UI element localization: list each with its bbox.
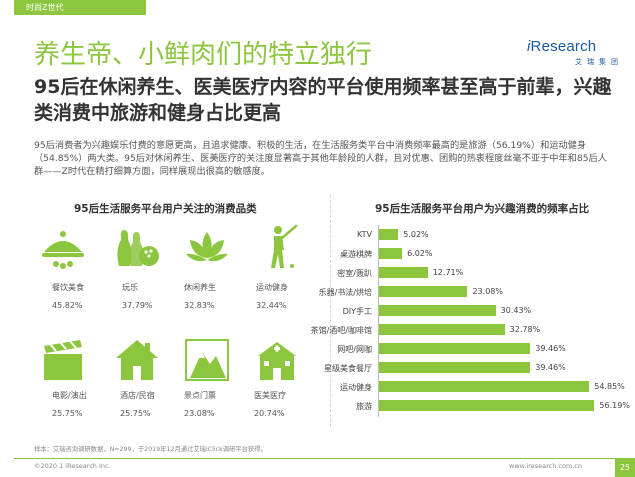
bar-value-label: 12.71% <box>432 268 464 277</box>
page-number: 25 <box>615 458 635 477</box>
category-label: 运动健身 <box>256 283 288 292</box>
category-label: 医美医疗 <box>254 391 286 400</box>
lotus-icon <box>182 222 252 282</box>
bar-category-label: 运动健身 <box>340 383 372 392</box>
description-paragraph: 95后消费者为兴趣娱乐付费的意愿更高，且追求健康、积极的生活，在生活服务类平台中… <box>34 140 607 177</box>
bar-category-label: DIY手工 <box>342 307 372 316</box>
bar-category-label: 乐器/书法/烘培 <box>318 288 372 297</box>
bar-value-label: 6.02% <box>407 249 433 258</box>
bar <box>379 229 399 240</box>
category-label: 玩乐 <box>122 283 138 292</box>
section-tag: 时尚Z世代 <box>14 0 146 15</box>
category-value: 23.08% <box>184 409 215 418</box>
bar-category-label: 星级美食餐厅 <box>324 364 372 373</box>
category-value: 25.75% <box>52 409 83 418</box>
bar-category-label: 密室/轰趴 <box>337 269 372 278</box>
bar <box>379 305 496 316</box>
category-value: 45.82% <box>52 301 83 310</box>
footer-divider <box>14 458 621 459</box>
hospital-icon <box>252 334 322 394</box>
bar <box>379 400 595 411</box>
chart-title: 95后生活服务平台用户为兴趣消费的频率占比 <box>375 203 590 215</box>
page-subtitle: 95后在休闲养生、医美医疗内容的平台使用频率甚至高于前辈，兴趣类消费中旅游和健身… <box>34 76 612 124</box>
bar-value-label: 54.85% <box>594 382 625 391</box>
bar <box>379 362 531 373</box>
bar-category-label: 茶馆/酒吧/咖啡馆 <box>310 326 372 335</box>
category-label: 休闲养生 <box>184 283 216 292</box>
copyright: ©2020.1 iResearch Inc. <box>34 462 111 470</box>
clapperboard-icon <box>38 334 108 394</box>
iresearch-logo: iResearch 艾瑞集团 <box>527 38 623 66</box>
bar-value-label: 30.43% <box>500 306 532 315</box>
bar <box>379 343 531 354</box>
bar-value-label: 5.02% <box>403 230 429 239</box>
bar-category-label: 网吧/网咖 <box>337 345 372 354</box>
bar-value-label: 39.46% <box>535 344 566 353</box>
bar-category-label: 桌游棋牌 <box>340 250 372 259</box>
panel-divider <box>330 195 331 427</box>
bar <box>379 324 505 335</box>
bar <box>379 381 590 392</box>
category-value: 20.74% <box>254 409 285 418</box>
bar <box>379 286 468 297</box>
category-label: 电影/演出 <box>52 391 87 400</box>
category-label: 餐饮美食 <box>52 283 84 292</box>
bar <box>379 267 428 278</box>
chart-axis <box>378 225 379 417</box>
bar-value-label: 23.08% <box>472 287 503 296</box>
website-url: www.iresearch.com.cn <box>509 462 583 470</box>
bar-value-label: 56.19% <box>599 401 630 410</box>
category-label: 景点门票 <box>184 391 216 400</box>
source-note: 样本：艾瑞咨询调研数据，N=299，于2019年12月通过艾瑞iClick调研平… <box>34 446 267 453</box>
golfer-icon <box>252 222 322 282</box>
category-label: 酒店/民宿 <box>120 391 155 400</box>
category-value: 32.44% <box>256 301 287 310</box>
bowling-icon <box>112 222 182 282</box>
category-value: 25.75% <box>120 409 151 418</box>
bar-value-label: 39.46% <box>535 363 566 372</box>
page-title: 养生帝、小鲜肉们的特立独行 <box>34 40 373 70</box>
bar-category-label: KTV <box>357 230 372 239</box>
category-value: 32.83% <box>184 301 215 310</box>
house-icon <box>112 334 182 394</box>
bar-value-label: 32.78% <box>509 325 541 334</box>
category-value: 37.79% <box>122 301 153 310</box>
left-panel-title: 95后生活服务平台用户关注的消费品类 <box>74 203 257 215</box>
mountain-icon <box>182 334 252 394</box>
bar-category-label: 旅游 <box>356 402 372 411</box>
bar <box>379 248 403 259</box>
dining-icon <box>38 222 108 282</box>
